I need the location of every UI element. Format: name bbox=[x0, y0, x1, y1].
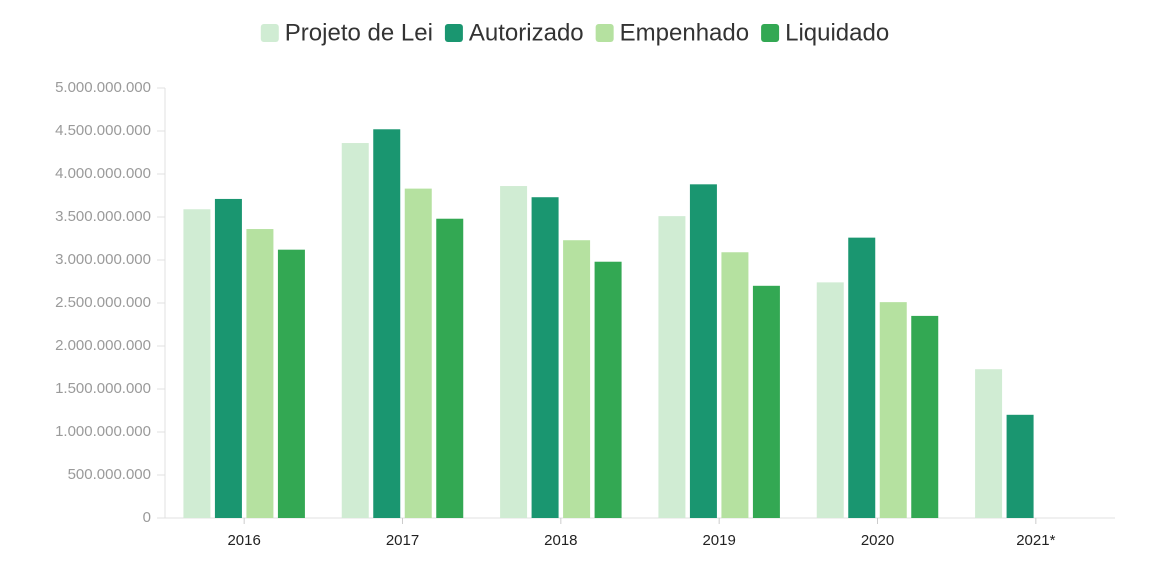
bar bbox=[658, 216, 686, 518]
bar bbox=[436, 218, 464, 518]
y-tick-label: 2.000.000.000 bbox=[55, 337, 151, 354]
bar bbox=[404, 188, 432, 518]
x-tick-label: 2021* bbox=[1016, 532, 1055, 549]
y-tick-label: 2.500.000.000 bbox=[55, 294, 151, 311]
bar bbox=[341, 143, 369, 519]
bar bbox=[183, 209, 211, 518]
y-tick-label: 0 bbox=[143, 509, 151, 526]
y-tick-label: 3.000.000.000 bbox=[55, 251, 151, 268]
bar bbox=[500, 186, 528, 519]
bar bbox=[563, 240, 591, 518]
bar bbox=[594, 261, 622, 518]
legend-swatch bbox=[761, 24, 780, 42]
legend-swatch bbox=[444, 24, 463, 42]
y-tick-label: 4.000.000.000 bbox=[55, 165, 151, 182]
y-tick-label: 3.500.000.000 bbox=[55, 208, 151, 225]
bar bbox=[721, 252, 749, 518]
legend-label: Liquidado bbox=[785, 19, 889, 46]
x-tick-label: 2019 bbox=[702, 532, 735, 549]
bar bbox=[689, 184, 717, 518]
legend-label: Projeto de Lei bbox=[285, 19, 433, 46]
y-tick-label: 1.000.000.000 bbox=[55, 423, 151, 440]
bar bbox=[246, 229, 274, 519]
x-tick-label: 2017 bbox=[386, 532, 419, 549]
y-tick-label: 5.000.000.000 bbox=[55, 79, 151, 96]
y-tick-label: 4.500.000.000 bbox=[55, 122, 151, 139]
x-tick-label: 2020 bbox=[861, 532, 894, 549]
bar bbox=[531, 197, 559, 518]
bar bbox=[911, 315, 939, 518]
bar bbox=[816, 282, 844, 518]
legend-swatch bbox=[260, 24, 279, 42]
legend-label: Empenhado bbox=[620, 19, 749, 46]
y-tick-label: 500.000.000 bbox=[68, 466, 151, 483]
x-tick-label: 2018 bbox=[544, 532, 577, 549]
bar bbox=[752, 285, 780, 518]
bar bbox=[848, 237, 876, 518]
bar bbox=[879, 302, 907, 518]
bar bbox=[975, 369, 1003, 518]
bar bbox=[1006, 414, 1034, 518]
bar bbox=[373, 129, 401, 518]
x-tick-label: 2016 bbox=[227, 532, 260, 549]
legend-label: Autorizado bbox=[469, 19, 584, 46]
legend-swatch bbox=[595, 24, 614, 42]
y-tick-label: 1.500.000.000 bbox=[55, 380, 151, 397]
bar bbox=[277, 249, 305, 518]
bar bbox=[214, 198, 242, 518]
